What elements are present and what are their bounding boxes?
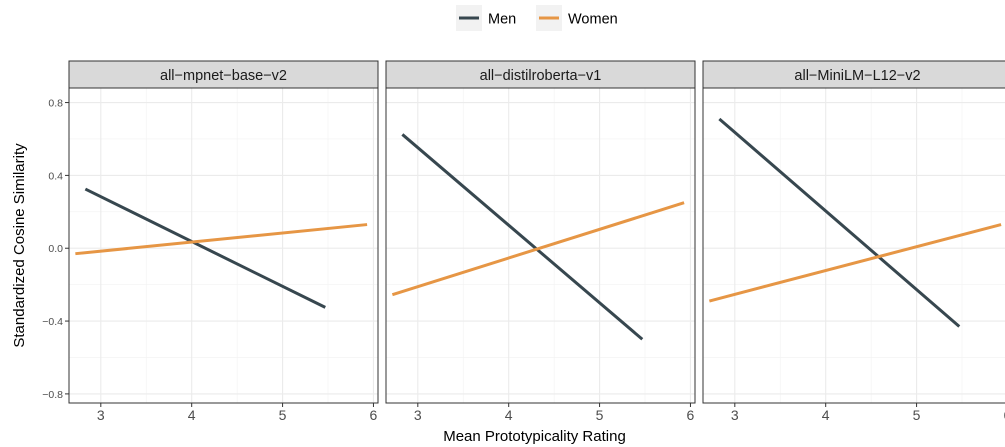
y-tick-label-1: −0.4 [42,316,63,328]
y-tick-label-0: −0.8 [42,389,63,401]
panel-1: all−distilroberta−v1 3 4 5 6 [385,60,696,423]
panel-title-0: all−mpnet−base−v2 [160,68,287,84]
panel-title-1: all−distilroberta−v1 [480,68,602,84]
x-tick-label-0: 3 [97,407,105,423]
panel-strip-0 [68,60,379,89]
y-tick-label-2: 0.0 [48,243,63,255]
panel-0: all−mpnet−base−v2 3 4 5 6 [68,60,379,423]
x-tick-label-3: 6 [1004,407,1005,423]
y-tick-label-3: 0.4 [48,170,63,182]
y-axis-title: Standardized Cosine Similarity [11,143,28,348]
panel-background-0 [69,88,378,403]
series-line-women-1 [391,201,685,297]
panel-border-0 [68,87,379,404]
chart-panels: all−mpnet−base−v23 4 5 6all−distilroberta−v… [68,60,1005,423]
legend-label-0: Men [488,12,516,28]
x-tick-label-1: 4 [188,407,196,423]
panel-background-1 [386,88,695,403]
panel-strip-1 [385,60,696,89]
x-tick-label-2: 5 [279,407,287,423]
panel-2: all−MiniLM−L12−v2 3 4 5 6 [702,60,1005,423]
y-tick-label-4: 0.8 [48,98,63,110]
x-tick-label-0: 3 [731,407,739,423]
legend-label-1: Women [568,12,618,28]
series-line-men-0 [84,187,326,309]
x-tick-label-3: 6 [370,407,378,423]
y-axis: −0.8 −0.4 0.0 0.4 0.8 [42,98,69,401]
series-line-men-1 [401,133,644,341]
panel-background-2 [703,88,1005,403]
x-axis-title: Mean Prototypicality Rating [443,428,626,445]
x-tick-label-3: 6 [687,407,695,423]
panel-strip-2 [702,60,1005,89]
x-tick-label-1: 4 [505,407,513,423]
panel-border-1 [385,87,696,404]
x-tick-label-0: 3 [414,407,422,423]
x-tick-label-2: 5 [596,407,604,423]
legend: Men Women [456,5,618,31]
x-tick-label-2: 5 [913,407,921,423]
panel-border-2 [702,87,1005,404]
x-tick-label-1: 4 [822,407,830,423]
series-line-women-2 [708,223,1002,303]
series-line-women-0 [75,223,368,256]
panel-title-2: all−MiniLM−L12−v2 [794,68,920,84]
series-line-men-2 [718,117,961,328]
